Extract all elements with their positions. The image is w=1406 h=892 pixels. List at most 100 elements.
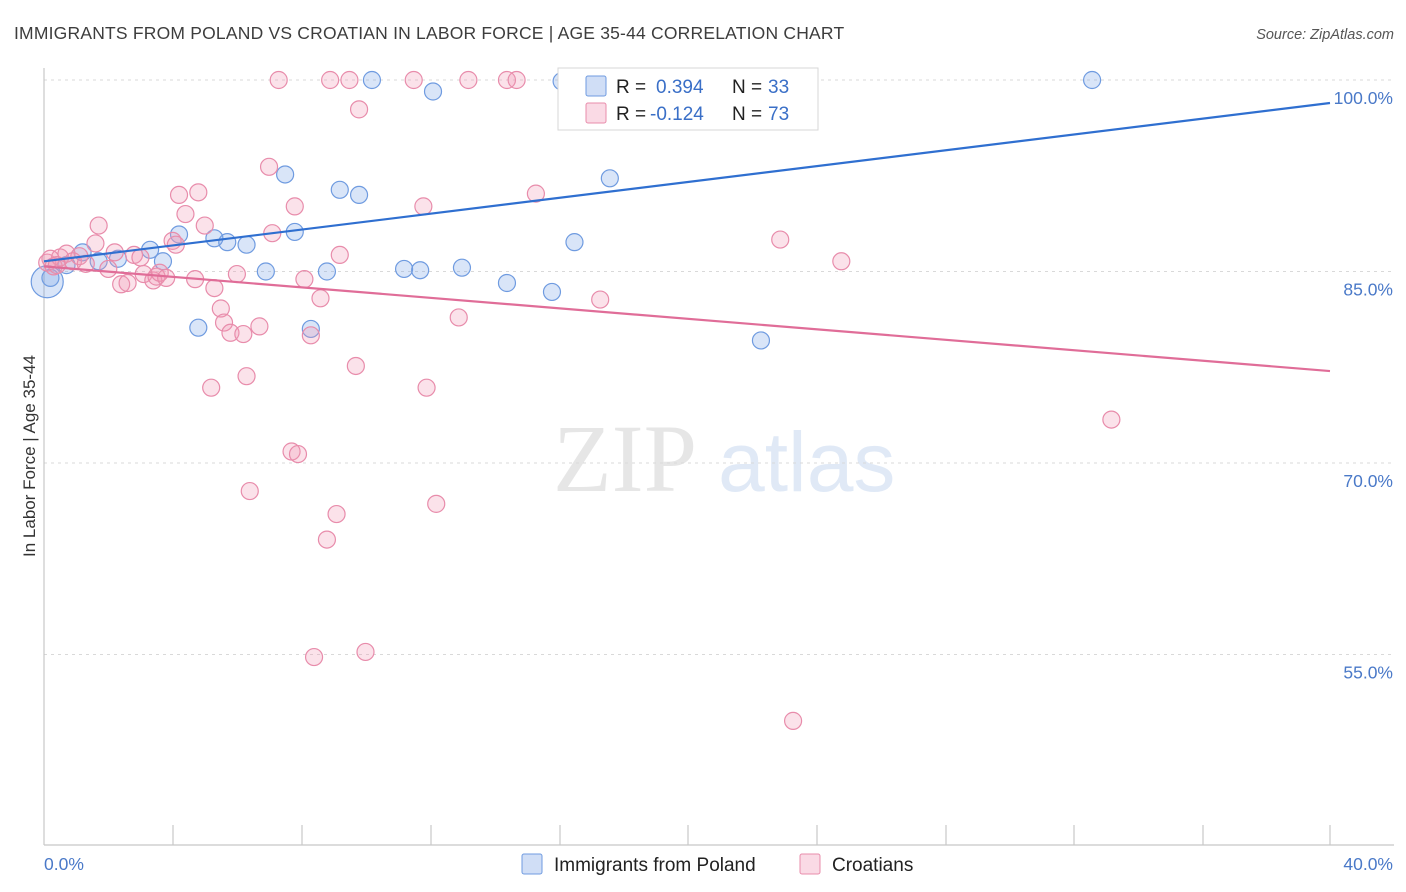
poland-point-20 xyxy=(394,259,414,279)
croatians-point-32 xyxy=(227,264,246,284)
trend-lines xyxy=(43,101,1331,373)
croatians-point-47 xyxy=(317,530,337,549)
croatians-trend-line xyxy=(43,265,1331,373)
croatians-point-48 xyxy=(321,70,340,90)
croatians-point-11 xyxy=(112,275,131,294)
legend-r-value-poland: 0.394 xyxy=(656,77,704,98)
croatians-point-68 xyxy=(783,711,803,730)
croatians-point-53 xyxy=(349,100,369,119)
legend-swatch-poland xyxy=(585,75,607,97)
poland-point-16 xyxy=(317,262,337,281)
croatians-point-50 xyxy=(330,245,349,265)
croatians-point-55 xyxy=(404,70,423,90)
poland-point-22 xyxy=(423,82,443,101)
croatians-point-61 xyxy=(497,70,517,90)
x-tick-label-1: 40.0% xyxy=(1343,854,1393,874)
poland-point-15 xyxy=(301,319,320,339)
watermark-zip: ZIP xyxy=(553,405,697,512)
legend-swatch-croatians xyxy=(585,102,607,124)
poland-trend-line xyxy=(43,101,1331,263)
croatians-point-44 xyxy=(301,326,320,345)
bottom-legend-swatch-croatians xyxy=(799,853,821,875)
croatians-point-35 xyxy=(240,481,259,501)
bottom-legend-label-poland: Immigrants from Poland xyxy=(554,855,756,876)
poland-point-18 xyxy=(349,185,369,204)
croatians-point-39 xyxy=(269,70,288,90)
croatians-point-67 xyxy=(771,230,790,249)
croatians-point-45 xyxy=(304,647,324,667)
croatians-point-63 xyxy=(526,184,545,203)
croatians-point-42 xyxy=(288,444,308,464)
y-axis-label: In Labor Force | Age 35-44 xyxy=(20,355,39,557)
poland-point-21 xyxy=(411,261,430,280)
croatians-point-56 xyxy=(414,197,433,216)
croatians-point-14 xyxy=(131,248,150,267)
poland-point-24 xyxy=(497,273,517,293)
bottom-legend-swatch-poland xyxy=(521,853,543,875)
croatians-point-36 xyxy=(250,317,269,336)
croatians-point-33 xyxy=(234,324,253,344)
croatians-point-34 xyxy=(237,367,256,386)
croatians-point-70 xyxy=(1102,410,1121,429)
x-tick-labels: 0.0% 40.0% xyxy=(44,854,1393,874)
croatians-point-43 xyxy=(295,270,314,289)
legend-n-value-croatians: 73 xyxy=(768,104,789,125)
croatians-point-46 xyxy=(311,289,330,308)
croatians-point-58 xyxy=(427,494,446,513)
croatians-point-8 xyxy=(89,216,108,235)
legend-n-label-poland: N = xyxy=(732,77,762,98)
croatians-point-54 xyxy=(356,642,375,662)
poland-point-28 xyxy=(600,169,619,188)
y-tick-label-3: 55.0% xyxy=(1343,663,1393,683)
bottom-legend-label-croatians: Croatians xyxy=(832,855,913,876)
y-tick-label-2: 70.0% xyxy=(1343,471,1393,491)
stats-legend-box xyxy=(557,67,819,131)
y-tick-label-0: 100.0% xyxy=(1334,88,1393,108)
croatians-point-62 xyxy=(507,70,526,90)
poland-point-12 xyxy=(256,262,275,281)
watermark-atlas: atlas xyxy=(718,415,895,509)
poland-point-23 xyxy=(452,258,472,277)
croatians-point-29 xyxy=(211,299,230,318)
poland-point-25 xyxy=(542,282,562,302)
croatians-point-22 xyxy=(169,185,189,204)
poland-point-30 xyxy=(751,331,771,350)
y-tick-label-1: 85.0% xyxy=(1343,280,1393,300)
legend-r-label-croatians: R = xyxy=(616,104,646,125)
croatians-point-23 xyxy=(176,204,195,224)
croatians-point-28 xyxy=(205,278,224,298)
chart-title: IMMIGRANTS FROM POLAND VS CROATIAN IN LA… xyxy=(14,23,844,43)
poland-point-11 xyxy=(237,235,256,254)
poland-point-8 xyxy=(189,318,208,337)
poland-point-27 xyxy=(565,233,584,252)
x-axis xyxy=(43,68,1394,846)
series-croatians-points xyxy=(38,70,1121,730)
croatians-point-60 xyxy=(459,70,478,90)
y-tick-labels: 100.0% 85.0% 70.0% 55.0% xyxy=(1334,88,1393,683)
croatians-point-41 xyxy=(285,197,304,216)
watermark: ZIP atlas xyxy=(553,405,895,512)
croatians-point-30 xyxy=(214,313,234,332)
poland-point-19 xyxy=(362,70,382,90)
legend-n-label-croatians: N = xyxy=(732,104,762,125)
poland-point-10 xyxy=(218,233,237,252)
croatians-point-49 xyxy=(327,504,346,524)
legend-r-value-croatians: -0.124 xyxy=(650,104,704,125)
croatians-point-26 xyxy=(195,216,214,235)
croatians-point-37 xyxy=(259,157,279,176)
series-legend: Immigrants from Poland Croatians xyxy=(521,853,913,876)
croatians-point-9 xyxy=(99,259,118,279)
x-tick-label-0: 0.0% xyxy=(44,854,84,874)
croatians-point-25 xyxy=(189,183,208,202)
croatians-point-66 xyxy=(591,290,610,309)
croatians-point-59 xyxy=(449,308,468,327)
croatians-point-31 xyxy=(221,323,240,342)
croatians-point-27 xyxy=(202,378,221,397)
croatians-point-57 xyxy=(417,378,436,397)
legend-n-value-poland: 33 xyxy=(768,77,789,98)
poland-point-17 xyxy=(330,180,349,199)
croatians-point-52 xyxy=(346,356,365,376)
croatians-point-7 xyxy=(86,234,105,253)
croatians-point-69 xyxy=(832,252,851,271)
